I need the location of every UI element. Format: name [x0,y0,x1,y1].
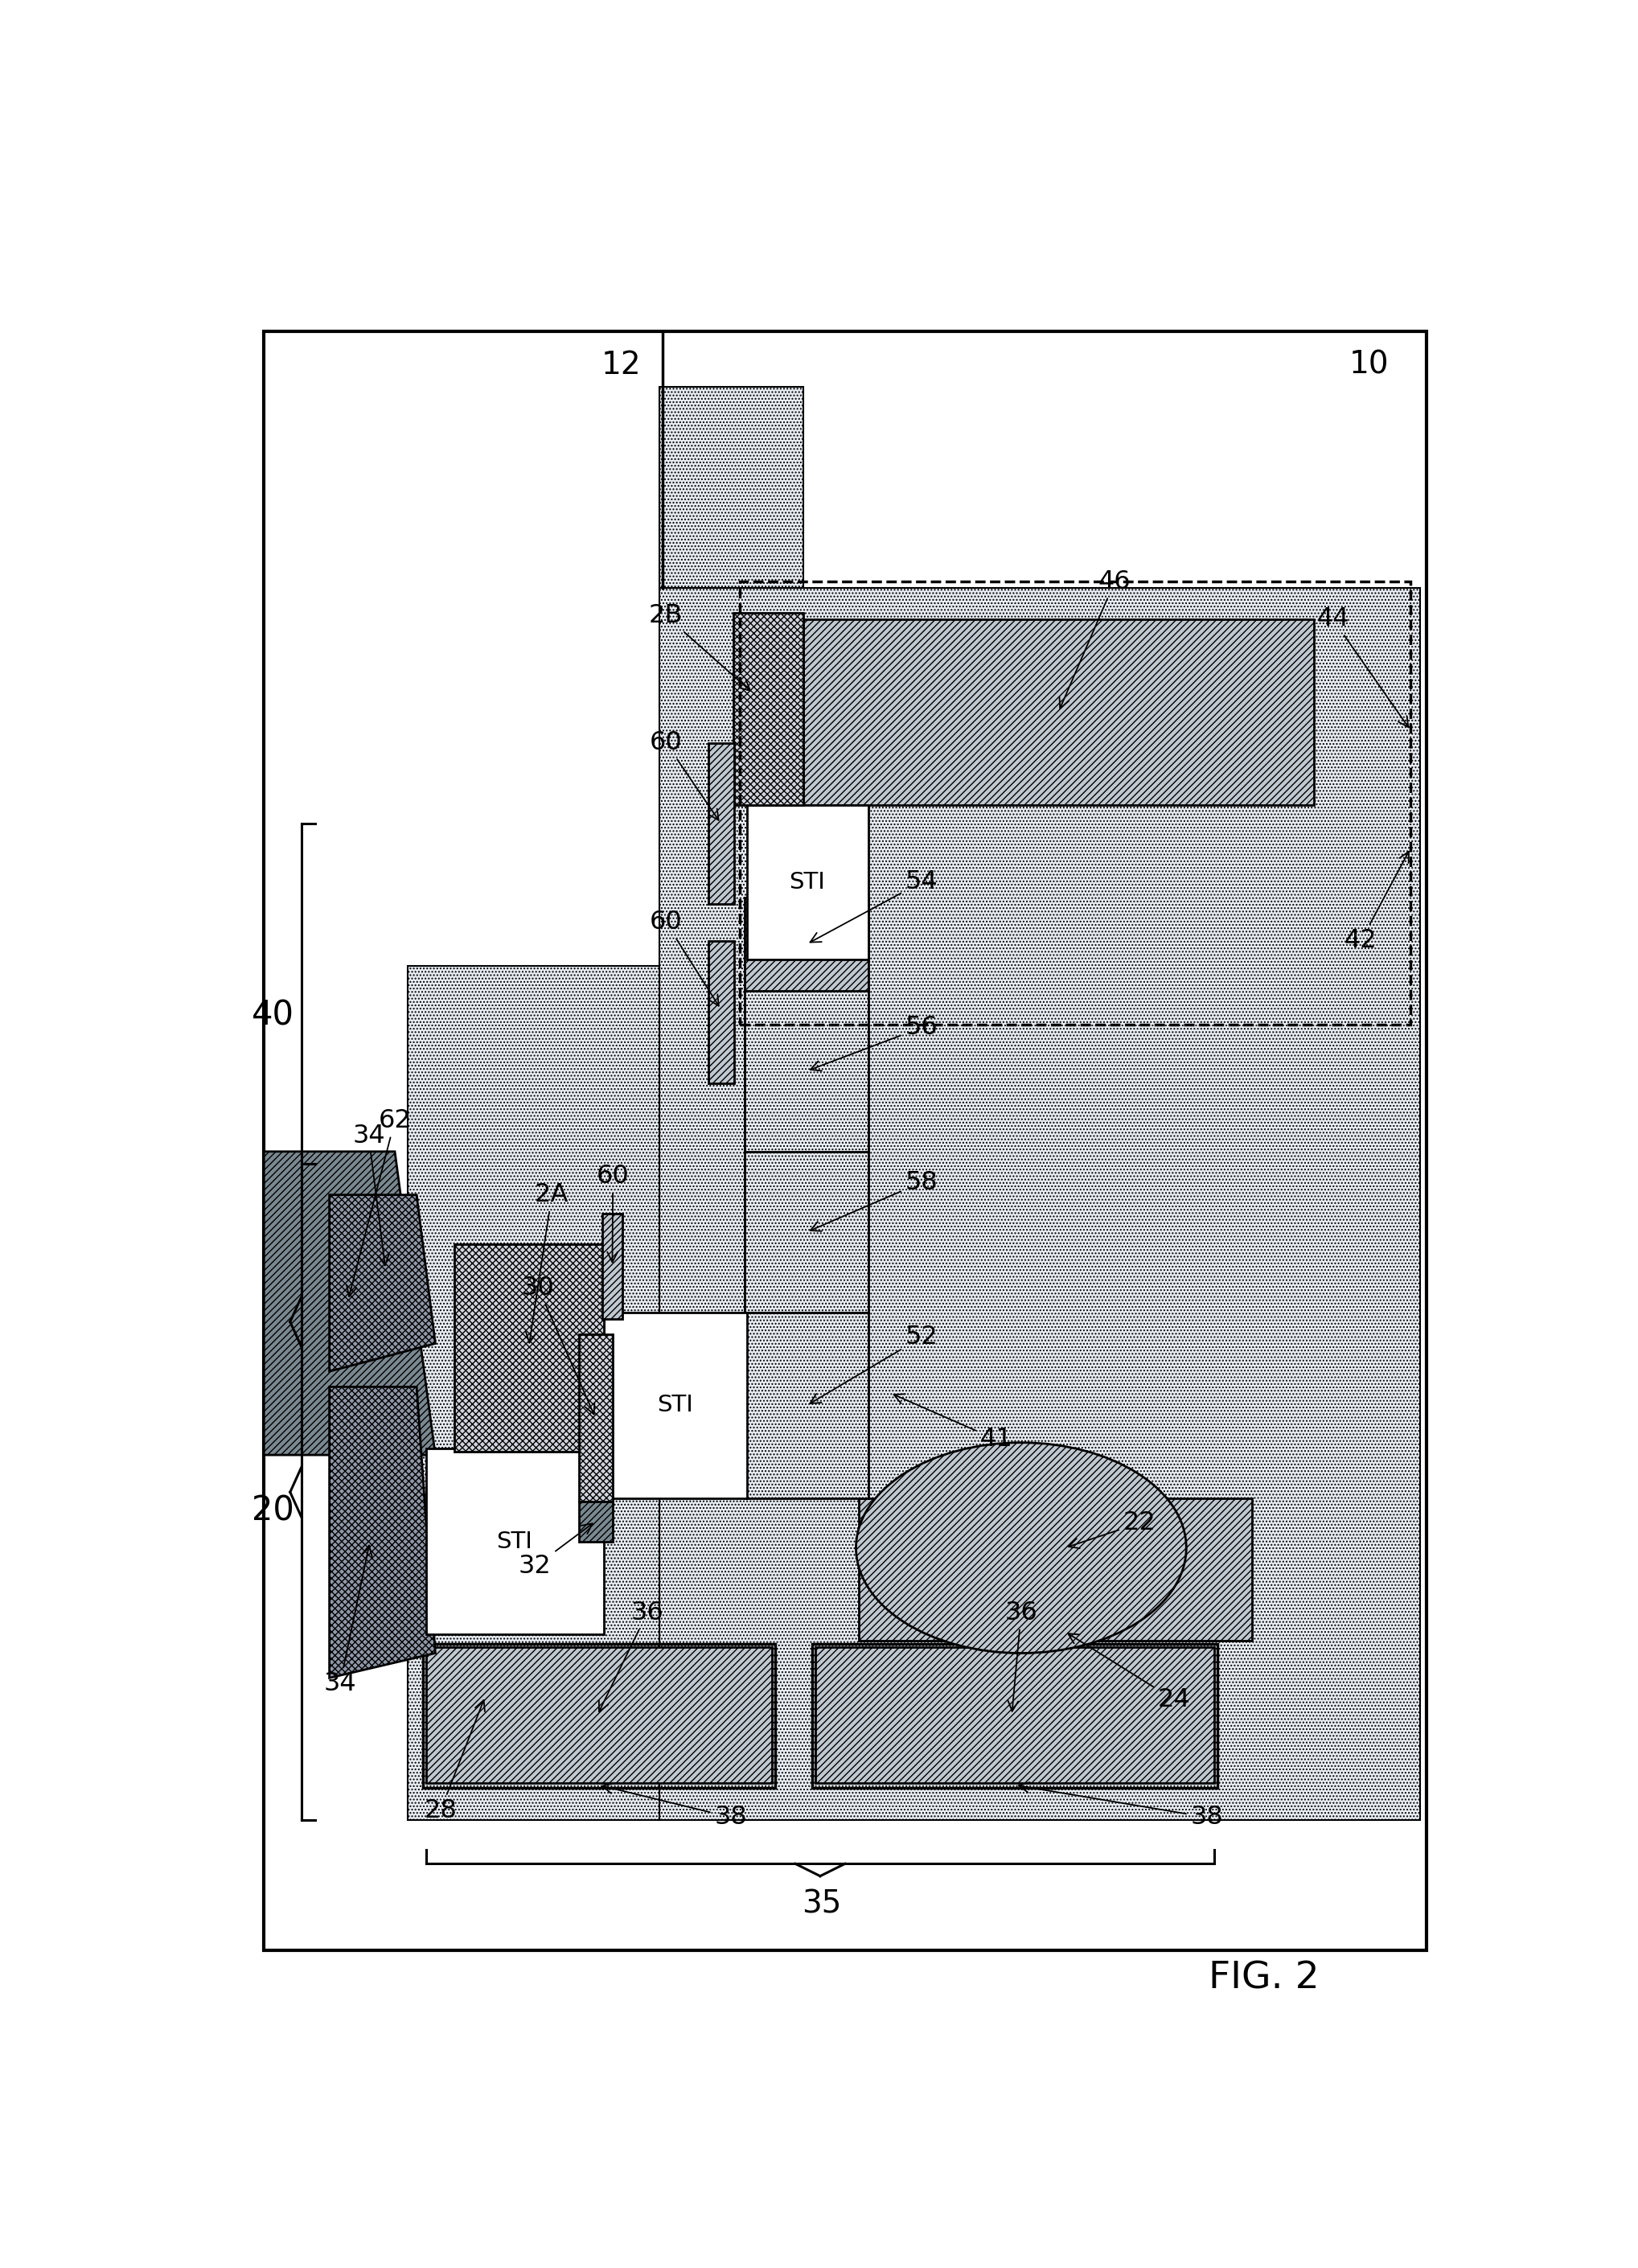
Text: 60: 60 [650,909,719,1005]
Bar [744,1313,868,1499]
Text: 60: 60 [650,730,719,821]
Text: 32: 32 [519,1524,593,1579]
Text: 62: 62 [347,1109,411,1297]
Bar [578,1334,613,1501]
Text: 22: 22 [1068,1510,1156,1549]
Bar [423,1644,775,1787]
Text: 58: 58 [811,1170,939,1232]
Polygon shape [264,1152,436,1456]
Text: 38: 38 [603,1783,747,1830]
Text: 44: 44 [1317,606,1409,728]
Bar [739,583,1410,1025]
Bar [744,898,868,991]
Text: 46: 46 [1060,569,1130,708]
Text: 35: 35 [803,1889,842,1919]
Bar [734,612,803,805]
Text: 36: 36 [600,1601,663,1712]
Text: 38: 38 [1019,1783,1224,1830]
Text: 60: 60 [596,1163,629,1263]
Bar [708,941,734,1084]
Ellipse shape [857,1442,1186,1653]
Bar [426,1647,771,1783]
Text: 42: 42 [1345,850,1409,953]
Bar [816,1647,1214,1783]
Bar [708,744,734,905]
Text: 40: 40 [252,998,295,1032]
Bar [603,1313,747,1499]
Text: 52: 52 [811,1325,939,1404]
Bar [578,1501,613,1542]
Bar [744,1152,868,1313]
Bar [454,1245,603,1452]
Text: STI: STI [790,871,826,894]
Text: STI: STI [496,1531,532,1554]
Text: 10: 10 [1350,349,1389,381]
Text: 24: 24 [1068,1633,1191,1712]
Text: STI: STI [657,1395,693,1418]
Bar [660,388,803,587]
Text: 54: 54 [811,869,939,941]
Polygon shape [329,1386,436,1678]
Text: 34: 34 [352,1123,388,1266]
Text: 2B: 2B [649,603,750,692]
Polygon shape [329,1195,436,1372]
Bar [426,1449,603,1635]
Bar [408,966,660,1821]
Text: 30: 30 [523,1275,595,1415]
Text: 28: 28 [424,1701,485,1823]
Text: 36: 36 [1004,1601,1037,1712]
Bar [660,587,1420,1821]
Text: FIG. 2: FIG. 2 [1209,1960,1320,1996]
Bar [747,805,868,959]
Text: 56: 56 [811,1016,939,1070]
Bar [744,991,868,1152]
Text: 2A: 2A [526,1182,568,1343]
Text: 34: 34 [324,1545,372,1696]
Bar [803,619,1314,805]
Bar [858,1499,1251,1640]
Text: 41: 41 [894,1395,1012,1452]
Text: 12: 12 [601,349,640,381]
Text: 20: 20 [252,1495,295,1529]
Bar [603,1213,622,1318]
Bar [812,1644,1217,1787]
